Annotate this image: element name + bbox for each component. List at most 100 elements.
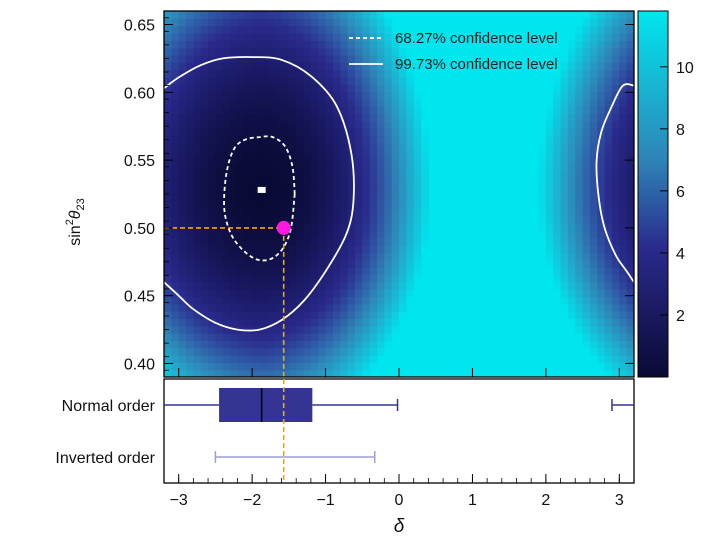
heatmap-cell (611, 40, 620, 49)
heatmap-cell (553, 98, 562, 107)
heatmap-cell (178, 259, 187, 268)
heatmap-cell (589, 259, 598, 268)
heatmap-cell (310, 113, 319, 122)
heatmap-cell (171, 69, 180, 78)
x-tick-label: 3 (615, 492, 624, 509)
heatmap-cell (208, 333, 216, 341)
heatmap-cell (230, 128, 239, 137)
heatmap-cell (553, 164, 562, 173)
heatmap-cell (200, 128, 209, 137)
heatmap-cell (560, 289, 569, 298)
heatmap-cell (413, 215, 422, 224)
heatmap-cell (310, 76, 319, 85)
heatmap-cell (186, 157, 194, 166)
heatmap-cell (376, 333, 385, 341)
heatmap-cell (259, 120, 268, 129)
heatmap-cell (186, 18, 194, 27)
heatmap-cell (413, 237, 422, 246)
heatmap-cell (604, 113, 613, 122)
heatmap-cell (332, 333, 341, 341)
heatmap-cell (215, 11, 224, 19)
heatmap-cell (230, 186, 239, 195)
heatmap-cell (619, 230, 628, 239)
heatmap-cell (208, 347, 216, 356)
heatmap-cell (369, 237, 378, 246)
heatmap-cell (164, 296, 172, 305)
heatmap-cell (369, 11, 378, 19)
heatmap-cell (274, 84, 283, 93)
heatmap-cell (406, 135, 415, 144)
heatmap-cell (259, 106, 268, 115)
heatmap-cell (200, 98, 209, 107)
heatmap-cell (252, 47, 261, 56)
heatmap-cell (604, 25, 613, 34)
heatmap-cell (296, 237, 305, 246)
heatmap-cell (318, 179, 327, 188)
heatmap-cell (604, 252, 613, 261)
heatmap-cell (164, 106, 172, 115)
heatmap-cell (619, 362, 628, 371)
heatmap-cell (362, 69, 371, 78)
heatmap-cell (164, 259, 172, 268)
heatmap-cell (619, 179, 628, 188)
heatmap-cell (611, 69, 620, 78)
heatmap-cell (626, 362, 634, 371)
heatmap-cell (421, 223, 429, 232)
heatmap-cell (296, 150, 305, 158)
heatmap-cell (376, 113, 385, 122)
heatmap-cell (384, 164, 393, 173)
heatmap-cell (296, 135, 305, 144)
heatmap-cell (237, 157, 246, 166)
heatmap-cell (340, 237, 349, 246)
heatmap-cell (567, 128, 576, 137)
heatmap-cell (597, 281, 606, 290)
heatmap-cell (376, 274, 385, 283)
heatmap-cell (237, 194, 246, 202)
heatmap-cell (274, 18, 283, 27)
heatmap-cell (611, 311, 620, 320)
heatmap-cell (208, 54, 216, 63)
heatmap-cell (340, 11, 349, 19)
heatmap-cell (303, 113, 312, 122)
heatmap-cell (354, 296, 363, 305)
heatmap-cell (589, 186, 598, 195)
heatmap-cell (244, 98, 253, 107)
heatmap-cell (560, 201, 569, 210)
heatmap-cell (575, 98, 584, 107)
heatmap-cell (340, 47, 349, 56)
heatmap-cell (354, 25, 363, 34)
heatmap-cell (237, 69, 246, 78)
heatmap-cell (589, 40, 598, 49)
heatmap-cell (413, 150, 422, 158)
heatmap-cell (200, 333, 209, 341)
heatmap-cell (362, 76, 371, 85)
heatmap-cell (281, 120, 290, 129)
heatmap-cell (222, 325, 231, 334)
heatmap-cell (597, 62, 606, 71)
heatmap-cell (215, 369, 224, 377)
heatmap-cell (545, 223, 554, 232)
heatmap-cell (347, 179, 356, 188)
heatmap-cell (325, 325, 334, 334)
heatmap-cell (318, 355, 327, 363)
heatmap-cell (281, 296, 290, 305)
heatmap-cell (626, 347, 634, 356)
heatmap-cell (391, 259, 400, 268)
heatmap-cell (354, 135, 363, 144)
heatmap-cell (575, 150, 584, 158)
heatmap-cell (215, 325, 224, 334)
heatmap-cell (178, 311, 187, 320)
heatmap-cell (186, 208, 194, 217)
heatmap-cell (325, 215, 334, 224)
heatmap-cell (421, 208, 429, 217)
heatmap-cell (237, 186, 246, 195)
guide-lines (164, 227, 285, 377)
heatmap-cell (310, 311, 319, 320)
heatmap-cell (347, 62, 356, 71)
heatmap-cell (274, 62, 283, 71)
heatmap-cell (186, 230, 194, 239)
heatmap-cell (164, 303, 172, 312)
heatmap-cell (567, 172, 576, 180)
heatmap-cell (362, 311, 371, 320)
heatmap-cell (230, 113, 239, 122)
